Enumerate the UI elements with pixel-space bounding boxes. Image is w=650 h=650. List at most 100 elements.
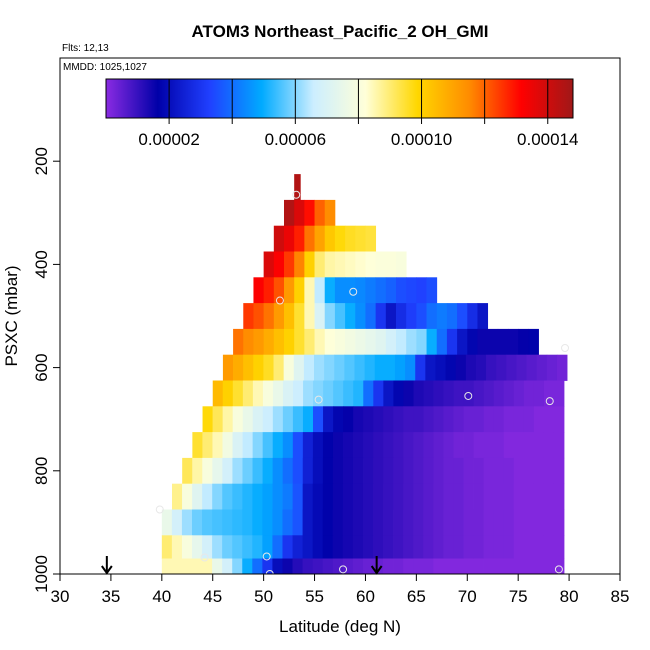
heatmap-cell	[455, 354, 467, 381]
heatmap-cell	[282, 558, 293, 574]
flight-point	[561, 343, 570, 352]
heatmap-cell	[262, 483, 273, 510]
heatmap-cell	[324, 225, 336, 252]
heatmap-cell	[493, 380, 505, 407]
heatmap-cell	[393, 457, 404, 485]
y-tick-label: 200	[32, 147, 51, 175]
heatmap-cell	[543, 509, 555, 536]
colorbar-labels: 0.00002 0.00006 0.00010 0.00014	[138, 130, 578, 149]
heatmap-cell	[473, 535, 484, 559]
y-tick-label: 800	[32, 457, 51, 485]
heatmap-cell	[433, 457, 444, 485]
heatmap-cell	[393, 558, 404, 574]
heatmap-cell	[262, 457, 274, 485]
heatmap-cell	[467, 328, 478, 356]
heatmap-cell	[473, 509, 484, 536]
arrow-marker	[101, 556, 113, 575]
heatmap-cell	[345, 303, 356, 330]
heatmap-cell	[262, 380, 274, 407]
heatmap-cell	[242, 509, 253, 536]
colorbar-tick-label: 0.00006	[265, 130, 326, 149]
heatmap-cell	[363, 406, 374, 433]
heatmap-cell	[284, 251, 295, 278]
heatmap-cell	[232, 457, 243, 485]
heatmap-cell	[363, 432, 374, 459]
heatmap-cell	[232, 406, 244, 433]
heatmap-cell	[312, 406, 324, 433]
heatmap-cell	[272, 535, 283, 559]
heatmap-cell	[543, 432, 555, 459]
heatmap-cell	[393, 380, 404, 407]
heatmap-cell	[222, 406, 234, 433]
heatmap-cell	[202, 432, 213, 459]
heatmap-cell	[303, 354, 315, 381]
heatmap-cell	[433, 406, 444, 433]
heatmap-cell	[304, 303, 315, 330]
x-tick-label: 75	[509, 587, 528, 606]
heatmap-cell	[393, 432, 404, 459]
heatmap-cell	[463, 483, 474, 510]
heatmap-cell	[353, 406, 364, 433]
heatmap-cell	[302, 457, 314, 485]
colorbar: 0.00002 0.00006 0.00010 0.00014	[105, 78, 578, 149]
heatmap-cell	[202, 535, 213, 559]
heatmap-cell	[355, 225, 366, 252]
heatmap-cell	[294, 277, 305, 304]
heatmap-cell	[457, 328, 468, 356]
heatmap-cell	[385, 277, 397, 304]
heatmap-cell	[463, 380, 475, 407]
heatmap-cell	[324, 199, 336, 227]
flight-points	[155, 190, 570, 574]
heatmap-cell	[374, 354, 386, 381]
heatmap-cell	[493, 509, 505, 536]
heatmap-cell	[171, 509, 183, 536]
heatmap-cell	[332, 558, 344, 574]
heatmap-cell	[365, 328, 377, 356]
heatmap-cell	[322, 457, 334, 485]
heatmap-cell	[553, 406, 565, 433]
heatmap-cell	[518, 328, 529, 356]
heatmap-cell	[352, 535, 364, 559]
heatmap-cell	[413, 535, 424, 559]
heatmap-cell	[523, 483, 535, 510]
heatmap-cell	[314, 354, 325, 381]
heatmap-cell	[433, 483, 444, 510]
heatmap-cell	[403, 406, 414, 433]
flight-point	[339, 565, 348, 574]
heatmap-cell	[284, 328, 295, 356]
heatmap-cell	[293, 354, 305, 381]
heatmap-cell	[322, 432, 334, 459]
heatmap-cell	[232, 509, 243, 536]
heatmap-cell	[473, 380, 485, 407]
heatmap-cell	[242, 380, 254, 407]
heatmap-cell	[383, 483, 394, 510]
heatmap-cell	[292, 406, 304, 433]
heatmap-cell	[394, 354, 406, 381]
heatmap-cell	[263, 328, 275, 356]
heatmap-cell	[334, 303, 346, 330]
heatmap-cell	[354, 354, 366, 381]
heatmap-cell	[282, 380, 294, 407]
heatmap-cell	[483, 535, 495, 559]
heatmap-cell	[383, 380, 394, 407]
heatmap-cell	[191, 558, 203, 574]
heatmap-cell	[312, 535, 324, 559]
heatmap-cell	[252, 457, 263, 485]
heatmap-cell	[272, 406, 284, 433]
heatmap-cell	[436, 303, 448, 330]
heatmap-cell	[533, 406, 545, 433]
heatmap-cell	[294, 174, 301, 201]
heatmap-cell	[556, 354, 568, 381]
heatmap-cell	[483, 432, 495, 459]
heatmap-cell	[433, 558, 444, 574]
heatmap-cell	[403, 483, 414, 510]
heatmap-cell	[333, 406, 344, 433]
heatmap-cell	[304, 225, 315, 252]
heatmap-cell	[212, 483, 223, 510]
heatmap-cell	[284, 225, 295, 252]
heatmap-cell	[433, 509, 444, 536]
heatmap-cell	[191, 509, 203, 536]
heatmap-cell	[332, 535, 344, 559]
flight-point	[155, 505, 164, 514]
